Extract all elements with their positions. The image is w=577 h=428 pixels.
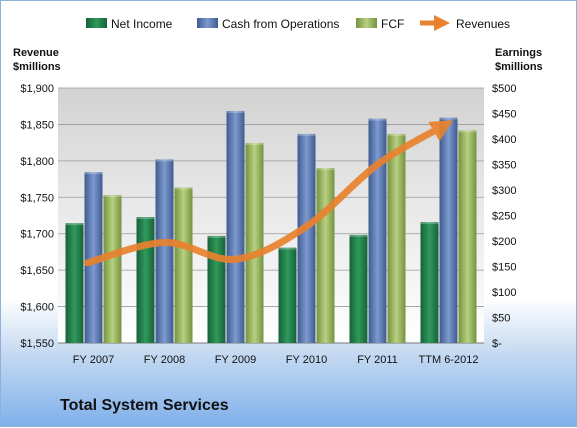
bar-highlight <box>368 118 387 121</box>
bar-highlight <box>136 217 155 220</box>
legend-label-net-income: Net Income <box>111 17 173 31</box>
bar-cash-from-operations <box>226 110 245 343</box>
x-tick-label: FY 2007 <box>73 354 114 366</box>
left-axis-title-line1: Revenue <box>13 47 59 59</box>
left-tick-label: $1,600 <box>20 302 54 314</box>
x-tick-label: TTM 6-2012 <box>419 354 479 366</box>
bar-highlight <box>84 172 103 175</box>
bar-net-income <box>207 235 226 343</box>
plot-area <box>58 88 484 343</box>
bar-cash-from-operations <box>439 117 458 343</box>
legend-label-cash-from-operations: Cash from Operations <box>222 17 339 31</box>
legend-swatch-net-income <box>86 18 107 28</box>
right-tick-label: $50 <box>492 313 510 325</box>
right-tick-label: $250 <box>492 211 516 223</box>
legend-item-cash-from-operations: Cash from Operations <box>197 17 339 31</box>
bar-highlight <box>65 223 84 226</box>
left-axis-ticks: $1,550 $1,600 $1,650 $1,700 $1,750 $1,800 $1,8… <box>20 83 54 350</box>
left-axis-title-line2: $millions <box>13 61 61 73</box>
bar-fcf <box>245 143 264 343</box>
legend-item-revenues: Revenues <box>420 14 510 32</box>
x-tick-label: FY 2010 <box>286 354 327 366</box>
legend-label-revenues: Revenues <box>456 17 510 31</box>
bar-highlight <box>155 159 174 162</box>
bar-fcf <box>458 130 477 343</box>
right-tick-label: $450 <box>492 109 516 121</box>
left-tick-label: $1,850 <box>20 119 54 131</box>
bar-highlight <box>387 133 406 136</box>
bar-net-income <box>136 217 155 343</box>
right-tick-label: $500 <box>492 83 516 95</box>
left-tick-label: $1,700 <box>20 229 54 241</box>
right-tick-label: $300 <box>492 185 516 197</box>
x-tick-label: FY 2011 <box>357 354 398 366</box>
bar-highlight <box>316 168 335 171</box>
right-tick-label: $350 <box>492 160 516 172</box>
legend-item-net-income: Net Income <box>86 17 173 31</box>
bar-fcf <box>316 168 335 343</box>
footer-title: Total System Services <box>60 397 229 414</box>
line-revenues <box>84 120 454 267</box>
bar-cash-from-operations <box>297 133 316 343</box>
bar-net-income <box>420 222 439 343</box>
bar-highlight <box>297 133 316 136</box>
left-tick-label: $1,550 <box>20 338 54 350</box>
right-axis-ticks: $- $50 $100 $150 $200 $250 $300 $350 $400 $450 $50… <box>492 83 516 350</box>
left-tick-label: $1,900 <box>20 83 54 95</box>
bar-net-income <box>65 223 84 343</box>
revenue-line-group <box>84 120 454 267</box>
legend-swatch-fcf <box>356 18 377 28</box>
legend-label-fcf: FCF <box>381 17 404 31</box>
grid-lines <box>58 87 484 344</box>
bar-net-income <box>349 234 368 343</box>
legend-item-fcf: FCF <box>356 17 404 31</box>
x-tick-label: FY 2008 <box>144 354 185 366</box>
bar-fcf <box>174 187 193 343</box>
bar-highlight <box>439 117 458 120</box>
right-tick-label: $400 <box>492 134 516 146</box>
left-tick-label: $1,800 <box>20 156 54 168</box>
legend: Net Income Cash from Operations FCF Reve… <box>86 14 510 32</box>
right-tick-label: $- <box>492 338 502 350</box>
bar-net-income <box>278 247 297 343</box>
left-tick-label: $1,750 <box>20 192 54 204</box>
right-axis-title-line2: $millions <box>495 61 543 73</box>
bar-highlight <box>349 234 368 237</box>
bar-highlight <box>278 247 297 250</box>
x-axis-ticks: FY 2007 FY 2008 FY 2009 FY 2010 FY 2011 TTM 6… <box>73 354 479 366</box>
bar-highlight <box>174 187 193 190</box>
bar-cash-from-operations <box>155 159 174 343</box>
bar-highlight <box>226 110 245 113</box>
right-tick-label: $100 <box>492 287 516 299</box>
right-tick-label: $150 <box>492 262 516 274</box>
left-tick-label: $1,650 <box>20 265 54 277</box>
bar-cash-from-operations <box>368 118 387 343</box>
bar-fcf <box>103 195 122 343</box>
bar-fcf <box>387 133 406 343</box>
right-tick-label: $200 <box>492 236 516 248</box>
bar-highlight <box>207 235 226 238</box>
bar-highlight <box>420 222 439 225</box>
legend-swatch-cash-from-operations <box>197 18 218 28</box>
x-tick-label: FY 2009 <box>215 354 256 366</box>
bar-highlight <box>245 143 264 146</box>
bar-highlight <box>103 195 122 198</box>
right-axis-title-line1: Earnings <box>495 47 542 59</box>
bar-highlight <box>458 130 477 133</box>
